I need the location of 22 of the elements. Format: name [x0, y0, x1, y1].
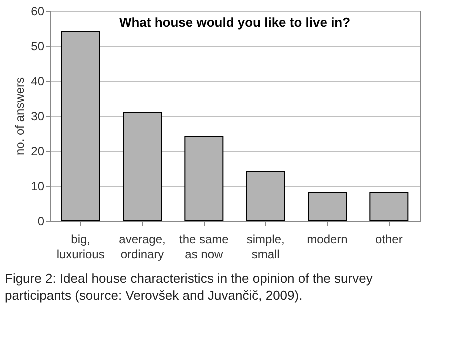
y-tick-label: 60 — [31, 4, 45, 18]
x-tick-label: modern — [307, 232, 348, 246]
x-tick-label: big, luxurious — [56, 232, 105, 262]
y-tick-label: 0 — [38, 214, 45, 228]
y-tick-label: 40 — [31, 74, 45, 88]
bar — [123, 112, 162, 222]
y-tick-label: 20 — [31, 144, 45, 158]
x-tick-label: the same as now — [179, 232, 230, 262]
y-tick-label: 10 — [31, 180, 45, 194]
y-tick-label: 30 — [31, 110, 45, 124]
bar — [370, 192, 409, 222]
bar — [246, 172, 286, 222]
y-tick-label: 50 — [31, 40, 45, 54]
bar — [61, 32, 100, 222]
chart-title: What house would you like to live in? — [119, 15, 351, 30]
x-tick-label: average, ordinary — [119, 232, 166, 262]
caption: Figure 2: Ideal house characteristics in the opinion of the survey participants (source: Verovšek and Juvančič, 2009). — [5, 271, 374, 303]
x-tick-label: other — [375, 232, 403, 246]
x-tick-label: simple, small — [246, 232, 285, 262]
y-axis-title: no. of answers — [13, 77, 28, 156]
bar — [308, 192, 347, 222]
bar — [184, 136, 224, 222]
